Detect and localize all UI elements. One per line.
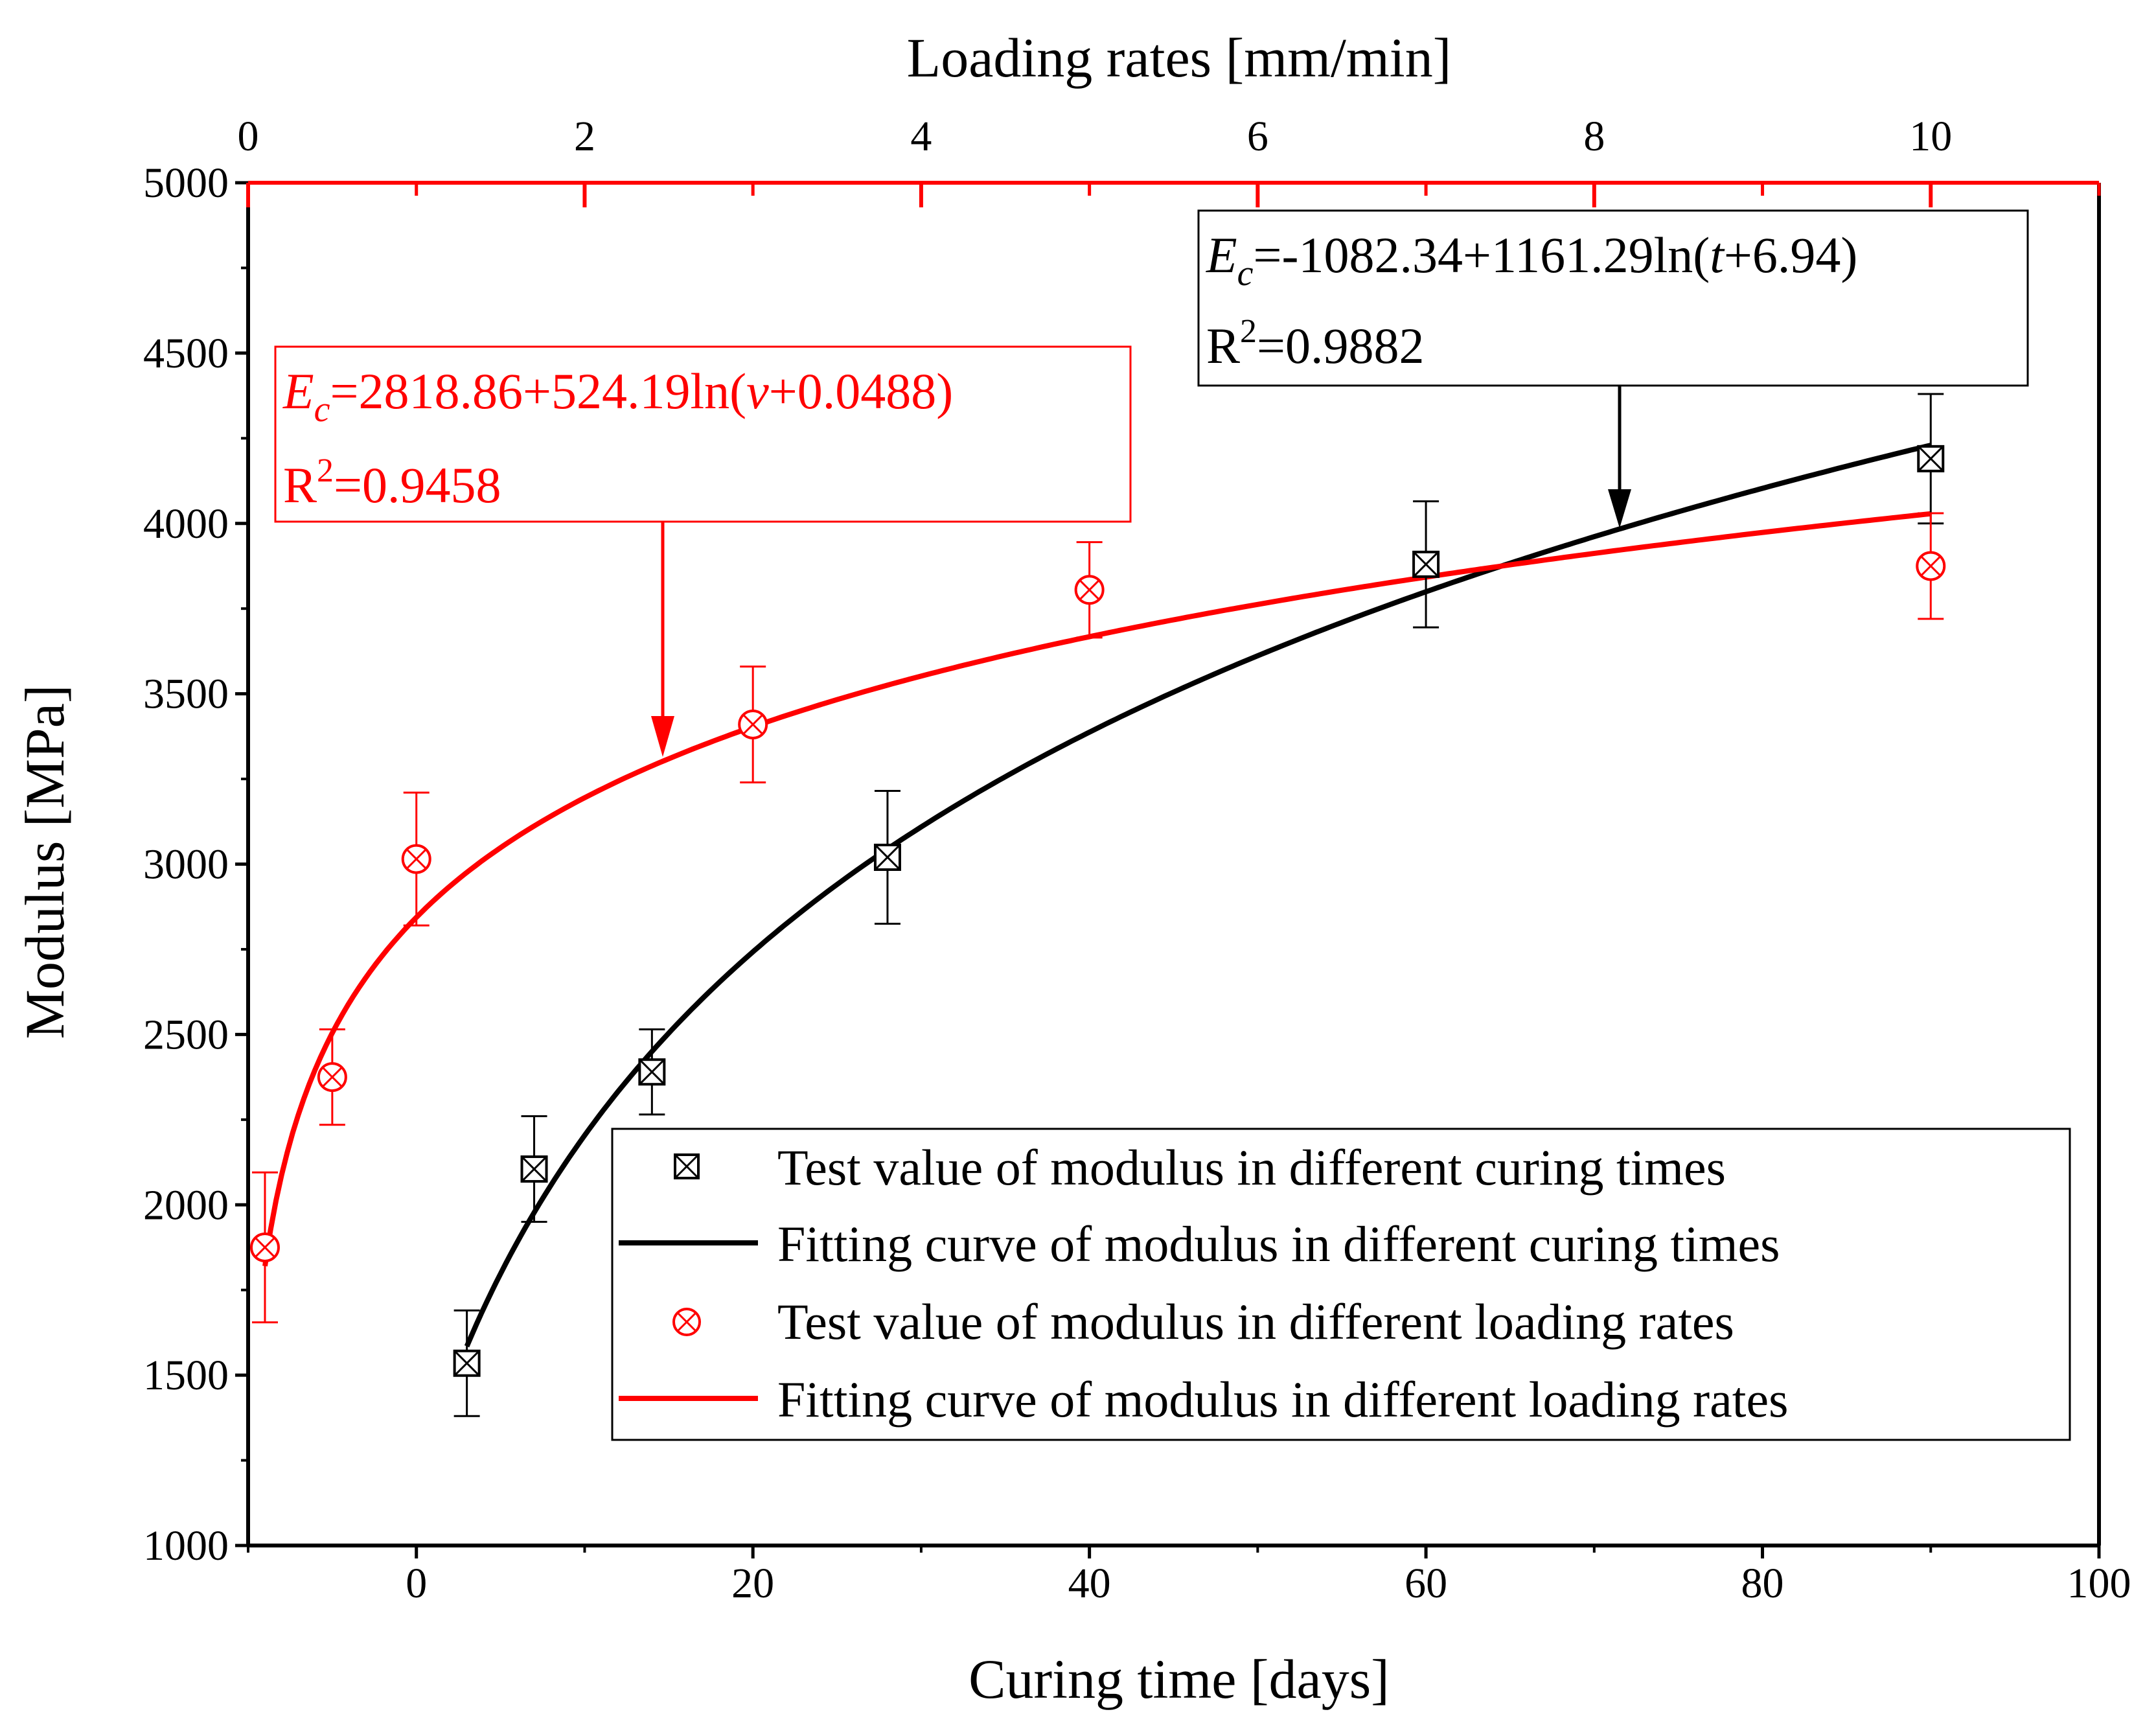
- y-tick-label: 3000: [143, 841, 229, 888]
- x-tick-label: 60: [1405, 1560, 1447, 1607]
- black-equation-arrowhead: [1608, 489, 1631, 528]
- marker-x: [1079, 579, 1100, 601]
- data-point: [1917, 393, 1945, 525]
- data-point: [317, 1028, 347, 1126]
- red-equation-annotation: Ec=2818.86+524.19ln(v+0.0488) R2=0.9458: [274, 345, 1132, 757]
- x2-tick-label: 10: [1909, 113, 1952, 160]
- marker-x: [742, 713, 764, 735]
- x-tick-label: 40: [1068, 1560, 1111, 1607]
- data-point: [1916, 512, 1946, 620]
- y-tick-label: 5000: [143, 159, 229, 207]
- y-tick-label: 1500: [143, 1352, 229, 1399]
- legend-box: [611, 1128, 2071, 1441]
- marker-x: [874, 844, 901, 871]
- x2-axis-title: Loading rates [mm/min]: [907, 27, 1452, 89]
- x2-tick-label: 0: [238, 113, 259, 160]
- x-tick-label: 100: [2067, 1560, 2131, 1607]
- legend-label-rate-fit: Fitting curve of modulus in different lo…: [777, 1371, 1788, 1428]
- red-equation-box: [274, 345, 1132, 523]
- y-tick-label: 2500: [143, 1011, 229, 1058]
- y-axis-title: Modulus [MPa]: [14, 684, 76, 1039]
- data-point: [738, 666, 768, 783]
- x-axis-title: Curing time [days]: [969, 1648, 1390, 1710]
- x2-tick-label: 6: [1247, 113, 1268, 160]
- red-r2-text: R2=0.9458: [283, 452, 501, 513]
- y-tick-label: 2000: [143, 1181, 229, 1229]
- data-point: [249, 1171, 280, 1324]
- marker-x: [453, 1350, 480, 1376]
- legend-entry-curing-fit: Fitting curve of modulus in different cu…: [619, 1216, 1780, 1272]
- y-tick-label: 1000: [143, 1522, 229, 1569]
- marker-x: [1918, 445, 1944, 472]
- black-r2-text: R2=0.9882: [1206, 313, 1425, 374]
- legend-entry-rate-fit: Fitting curve of modulus in different lo…: [619, 1371, 1788, 1428]
- data-point: [638, 1028, 666, 1116]
- legend-marker-square-x: [674, 1153, 700, 1179]
- x-tick-label: 0: [406, 1560, 427, 1607]
- x-tick-label: 20: [731, 1560, 774, 1607]
- data-point: [520, 1115, 548, 1223]
- black-equation-annotation: Ec=-1082.34+1161.29ln(t+6.94) R2=0.9882: [1197, 209, 2029, 528]
- legend-entry-curing-test: Test value of modulus in different curin…: [674, 1139, 1726, 1196]
- y-tick-label: 3500: [143, 671, 229, 718]
- marker-x: [321, 1067, 343, 1088]
- legend-entry-rate-test: Test value of modulus in different loadi…: [672, 1293, 1734, 1350]
- legend-label-curing-test: Test value of modulus in different curin…: [777, 1139, 1726, 1196]
- marker-x: [1413, 551, 1439, 577]
- red-equation-text: Ec=2818.86+524.19ln(v+0.0488): [282, 363, 953, 430]
- fit-curve-3: [262, 511, 1931, 1267]
- red-equation-arrowhead: [651, 716, 674, 757]
- data-point: [1412, 500, 1440, 629]
- x2-tick-label: 8: [1583, 113, 1605, 160]
- legend: Test value of modulus in different curin…: [611, 1128, 2071, 1441]
- black-equation-text: Ec=-1082.34+1161.29ln(t+6.94): [1206, 227, 1857, 294]
- black-equation-box: [1197, 209, 2029, 387]
- legend-marker-circle-x: [672, 1308, 701, 1336]
- x-tick-label: 80: [1741, 1560, 1784, 1607]
- marker-x: [254, 1236, 276, 1258]
- y-tick-label: 4000: [143, 500, 229, 548]
- data-point: [453, 1309, 481, 1417]
- legend-label-rate-test: Test value of modulus in different loadi…: [777, 1293, 1734, 1350]
- x2-tick-label: 2: [574, 113, 595, 160]
- marker-x: [406, 848, 427, 870]
- y-tick-label: 4500: [143, 330, 229, 377]
- marker-x: [521, 1155, 547, 1183]
- legend-label-curing-fit: Fitting curve of modulus in different cu…: [777, 1216, 1780, 1272]
- marker-x: [639, 1059, 665, 1085]
- fit-curve-1: [464, 443, 1932, 1348]
- x2-tick-label: 4: [910, 113, 932, 160]
- marker-x: [1920, 555, 1942, 577]
- data-point: [1074, 541, 1105, 639]
- data-point: [873, 789, 901, 925]
- data-point: [401, 791, 431, 927]
